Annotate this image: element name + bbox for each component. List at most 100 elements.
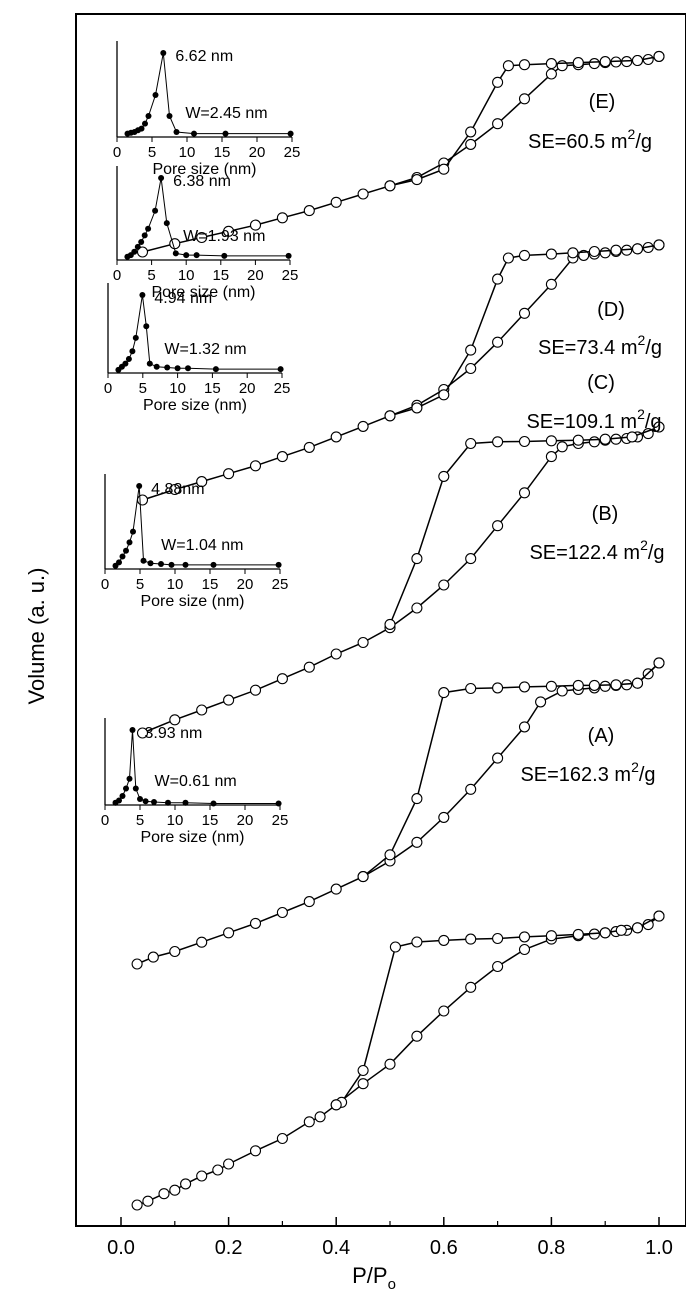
inset-tick-label: 20 <box>237 576 254 593</box>
inset-point <box>141 232 148 239</box>
adsorption-point <box>180 1178 192 1190</box>
adsorption-point <box>223 1158 235 1170</box>
desorption-point <box>599 927 611 939</box>
inset-point <box>138 125 145 132</box>
inset-tick-label: 25 <box>272 576 289 593</box>
inset-point <box>174 365 181 372</box>
inset-tick-label: 0 <box>104 380 112 397</box>
adsorption-point <box>136 494 149 506</box>
sample-tag: (E) <box>589 91 616 113</box>
desorption-point <box>545 680 557 692</box>
inset-tick-label: 10 <box>178 267 195 284</box>
adsorption-point <box>303 661 315 673</box>
isotherm-series <box>136 50 665 258</box>
adsorption-point <box>303 205 315 217</box>
desorption-point <box>518 435 531 448</box>
adsorption-point <box>357 188 369 200</box>
adsorption-point <box>249 1145 262 1157</box>
inset-point <box>142 798 149 805</box>
desorption-point <box>653 239 665 251</box>
isotherm-series <box>131 657 665 970</box>
adsorption-point <box>411 836 423 848</box>
inset-tick-label: 25 <box>282 267 299 284</box>
desorption-point <box>502 60 514 72</box>
isotherm-series <box>136 421 665 739</box>
inset-tick-label: 20 <box>239 380 256 397</box>
surface-area-label: SE=109.1 m2/g <box>526 406 661 433</box>
adsorption-point <box>196 231 208 244</box>
adsorption-point <box>131 1199 143 1211</box>
inset-tick-label: 10 <box>179 144 196 161</box>
inset-point <box>222 130 229 137</box>
adsorption-point <box>599 680 611 692</box>
inset-point <box>193 252 200 259</box>
desorption-point <box>492 76 504 88</box>
inset-point <box>129 727 136 733</box>
inset-peak-label: 4.94 nm <box>154 290 212 307</box>
inset-point <box>125 356 132 362</box>
desorption-point <box>438 934 450 946</box>
adsorption-point <box>465 138 477 150</box>
adsorption-point <box>518 721 531 733</box>
inset-point <box>153 363 160 370</box>
desorption-point <box>357 871 369 883</box>
desorption-point <box>545 435 557 447</box>
adsorption-point <box>411 602 423 614</box>
desorption-line <box>335 915 660 1106</box>
adsorption-line <box>136 915 660 1206</box>
sample-tag: (A) <box>588 725 615 747</box>
adsorption-point <box>556 60 568 72</box>
inset-tick-label: 5 <box>139 380 147 397</box>
inset-tick-label: 10 <box>169 380 186 397</box>
inset-width-label: W=1.93 nm <box>183 228 265 245</box>
adsorption-point <box>492 752 504 764</box>
surface-area-superscript: 2 <box>628 126 636 142</box>
inset-x-label: Pore size (nm) <box>143 397 247 414</box>
isotherm-series <box>131 910 665 1211</box>
pore-size-insets: 0 5 10 15 20 25 Pore size (nm) 3.93 nm W=0.61 nm… <box>101 41 300 846</box>
desorption-point <box>567 247 579 259</box>
adsorption-point <box>136 727 149 739</box>
inset-tick-label: 20 <box>237 812 254 829</box>
desorption-point <box>518 249 531 261</box>
adsorption-point <box>357 1078 369 1090</box>
adsorption-point <box>518 307 531 319</box>
desorption-point <box>465 344 477 356</box>
adsorption-point <box>314 1111 326 1123</box>
adsorption-point <box>223 225 235 237</box>
adsorption-point <box>158 1188 170 1200</box>
inset-point <box>119 793 126 799</box>
inset-tick-label: 25 <box>272 812 289 829</box>
x-axis-label-subscript: o <box>388 1276 396 1293</box>
adsorption-point <box>276 673 288 685</box>
adsorption-point <box>147 951 159 963</box>
sample-tag: (B) <box>592 503 619 525</box>
adsorption-point <box>492 118 504 130</box>
adsorption-point <box>303 896 315 908</box>
adsorption-point <box>196 704 208 716</box>
inset-tick-label: 0 <box>101 576 109 593</box>
adsorption-point <box>223 927 235 939</box>
inset-point <box>172 250 179 257</box>
pore-size-inset: 0 5 10 15 20 25 Pore size (nm) 4.88nm W=1.04 nm <box>101 474 289 610</box>
inset-point <box>130 528 136 535</box>
adsorption-point <box>196 936 208 948</box>
adsorption-point <box>276 212 288 224</box>
adsorption-point <box>249 684 262 696</box>
desorption-point <box>518 59 531 71</box>
surface-area-superscript: 2 <box>637 406 645 422</box>
adsorption-point <box>588 58 600 70</box>
surface-area-unit: /g <box>645 337 662 359</box>
inset-point <box>143 323 150 330</box>
inset-point <box>129 348 136 355</box>
desorption-point <box>588 679 600 691</box>
desorption-point <box>384 849 396 861</box>
inset-tick-label: 20 <box>249 144 266 161</box>
inset-tick-label: 5 <box>148 144 156 161</box>
x-tick-label: 1.0 <box>645 1237 673 1259</box>
inset-x-label: Pore size (nm) <box>152 161 256 178</box>
inset-point <box>126 775 133 782</box>
x-tick-label: 0.4 <box>322 1237 350 1259</box>
desorption-point <box>438 389 450 401</box>
adsorption-point <box>357 420 369 432</box>
